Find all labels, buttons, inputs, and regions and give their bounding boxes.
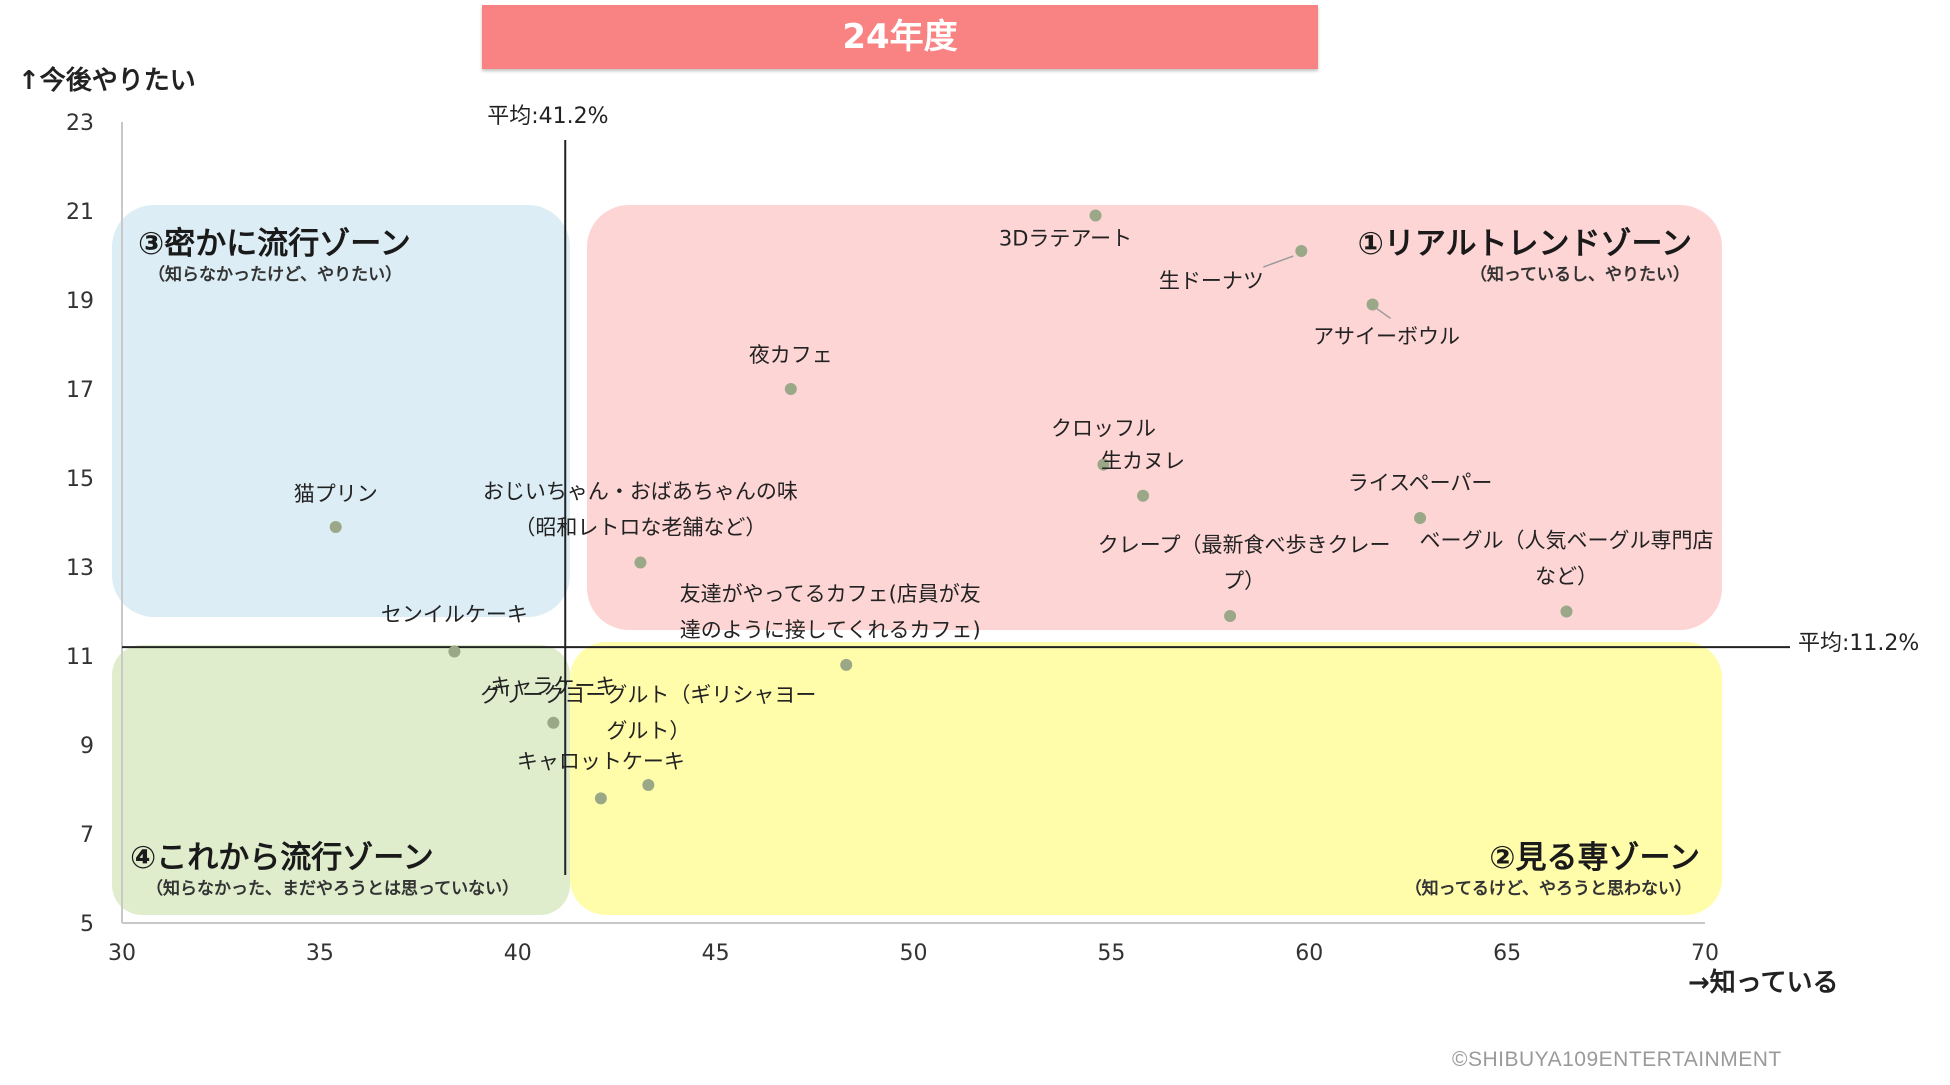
data-point-label: アサイーボウル xyxy=(1313,324,1460,348)
chart-title-banner: 24年度 xyxy=(482,5,1318,69)
zone-3-title: ③密かに流行ゾーン xyxy=(138,226,411,262)
x-tick-label: 45 xyxy=(702,941,730,966)
x-tick-label: 35 xyxy=(306,941,334,966)
data-point xyxy=(1295,245,1308,258)
data-point xyxy=(1137,489,1150,502)
zone-4-subtitle: （知らなかった、まだやろうとは思っていない） xyxy=(146,878,519,899)
data-point-label: 生カヌレ xyxy=(1101,449,1185,473)
data-point xyxy=(329,520,342,533)
data-point xyxy=(1366,298,1379,311)
y-tick-label: 11 xyxy=(66,645,94,670)
y-tick-label: 15 xyxy=(66,467,94,492)
zone-1-subtitle: （知っているし、やりたい） xyxy=(1470,264,1690,285)
label-leader-line xyxy=(1263,255,1294,268)
x-tick-label: 40 xyxy=(504,941,532,966)
data-point xyxy=(642,779,655,792)
x-tick-label: 30 xyxy=(108,941,136,966)
zone-1-title: ①リアルトレンドゾーン xyxy=(1358,226,1692,262)
y-tick-label: 5 xyxy=(80,912,94,937)
y-tick-label: 21 xyxy=(66,200,94,225)
data-point xyxy=(784,383,797,395)
data-point-label: （昭和レトロな老舗など） xyxy=(514,516,766,540)
data-point xyxy=(840,658,853,671)
x-tick-label: 50 xyxy=(900,941,928,966)
copyright-text: ©SHIBUYA109ENTERTAINMENT xyxy=(1452,1048,1782,1071)
data-point-label: クレープ（最新食べ歩きクレー xyxy=(1098,533,1391,557)
y-tick-label: 19 xyxy=(66,289,94,314)
x-average-label: 平均:41.2% xyxy=(487,104,608,129)
data-point-label: おじいちゃん・おばあちゃんの味 xyxy=(483,480,798,504)
zone-3-subtitle: （知らなかったけど、やりたい） xyxy=(148,264,402,285)
data-point-label: 3Dラテアート xyxy=(999,226,1132,250)
data-point-label: クロッフル xyxy=(1051,417,1156,441)
data-point-label: センイルケーキ xyxy=(381,603,528,627)
y-tick-label: 9 xyxy=(80,734,94,759)
data-point xyxy=(594,792,607,805)
zone-3-background xyxy=(112,205,570,617)
data-point xyxy=(1224,609,1237,622)
data-point-label: ライスペーパー xyxy=(1348,471,1493,495)
x-tick-label: 65 xyxy=(1493,941,1521,966)
zone-2-title: ②見る専ゾーン xyxy=(1489,840,1700,876)
data-point-label: 友達がやってるカフェ(店員が友 xyxy=(680,582,981,606)
data-point-label: プ） xyxy=(1223,569,1265,593)
data-point-label: 猫プリン xyxy=(294,482,378,506)
data-point-label: など） xyxy=(1535,565,1598,589)
data-point-label: 夜カフェ xyxy=(749,343,833,367)
data-point-label: 達のように接してくれるカフェ) xyxy=(680,618,981,642)
data-point xyxy=(634,556,647,569)
data-point-label: グルト） xyxy=(606,719,690,743)
y-axis-title: ↑今後やりたい xyxy=(18,66,196,96)
data-point xyxy=(1414,512,1427,525)
y-average-label: 平均:11.2% xyxy=(1798,631,1919,656)
data-point-label: 生ドーナツ xyxy=(1159,269,1264,293)
x-axis-title: →知っている xyxy=(1688,968,1839,998)
zone-1-background xyxy=(587,205,1722,630)
data-point-label: グリークヨーグルト（ギリシャヨー xyxy=(480,683,816,707)
zone-2-subtitle: （知ってるけど、やろうと思わない） xyxy=(1405,878,1692,899)
x-tick-label: 55 xyxy=(1097,941,1125,966)
zone-4-background xyxy=(112,645,570,915)
data-point-label: ベーグル（人気ベーグル専門店 xyxy=(1419,529,1713,553)
data-point xyxy=(547,716,560,729)
data-point xyxy=(448,645,461,658)
x-tick-label: 70 xyxy=(1691,941,1719,966)
data-point-label: キャロットケーキ xyxy=(517,749,685,773)
zone-4-title: ④これから流行ゾーン xyxy=(130,840,434,876)
data-point xyxy=(1097,458,1110,471)
y-tick-label: 23 xyxy=(66,111,94,136)
y-tick-label: 17 xyxy=(66,378,94,403)
data-point xyxy=(1560,605,1573,618)
x-tick-label: 60 xyxy=(1295,941,1323,966)
label-leader-line xyxy=(1376,307,1392,320)
data-point xyxy=(1089,209,1102,222)
y-tick-label: 13 xyxy=(66,556,94,581)
y-tick-label: 7 xyxy=(80,823,94,848)
data-point-label: キャラケーキ xyxy=(490,674,616,698)
zone-2-background xyxy=(570,642,1722,915)
